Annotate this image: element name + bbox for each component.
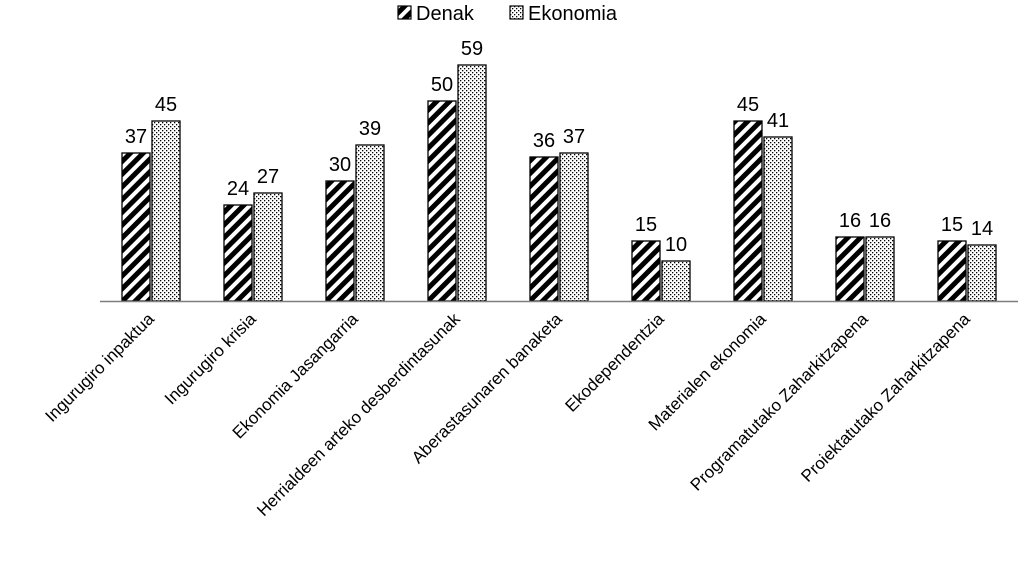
data-label-denak-herrialdeen-arteko-desberdintasunak: 50 [431,74,453,96]
bar-denak-ekonomia-jasangarria [325,180,355,302]
bar-denak-ekodependentzia [631,240,661,302]
data-label-ekonomia-aberastasunaren-banaketa: 37 [563,126,585,148]
data-label-denak-ekonomia-jasangarria: 30 [329,154,351,176]
bar-denak-proiektatutako-zaharkitzapena [937,240,967,302]
bar-ekonomia-ingurugiro-krisia [253,192,283,302]
data-label-denak-aberastasunaren-banaketa: 36 [533,130,555,152]
bar-ekonomia-ingurugiro-inpaktua [151,120,181,302]
bar-denak-herrialdeen-arteko-desberdintasunak [427,100,457,302]
bars-group [121,64,997,302]
legend-swatch-ekonomia [509,5,524,20]
data-label-ekonomia-ingurugiro-inpaktua: 45 [155,94,177,116]
category-label-ingurugiro-inpaktua: Ingurugiro inpaktua [41,309,158,426]
value-labels-group: 37 45 24 27 30 39 50 59 36 37 15 10 45 41 16 16 15 14 [125,38,993,256]
bar-denak-ingurugiro-krisia [223,204,253,302]
data-label-ekonomia-programatutako-zaharkitzapena: 16 [869,210,891,232]
legend: Denak Ekonomia [397,3,618,25]
data-label-ekonomia-proiektatutako-zaharkitzapena: 14 [971,218,993,240]
bar-ekonomia-herrialdeen-arteko-desberdintasunak [457,64,487,302]
legend-label-ekonomia: Ekonomia [528,3,618,25]
category-label-proiektatutako-zaharkitzapena: Proiektatutako Zaharkitzapena [797,309,974,486]
category-label-ekodependentzia: Ekodependentzia [561,309,668,416]
category-label-herrialdeen-arteko-desberdintasunak: Herrialdeen arteko desberdintasunak [253,309,464,520]
category-label-programatutako-zaharkitzapena: Programatutako Zaharkitzapena [687,309,873,495]
bar-ekonomia-ekodependentzia [661,260,691,302]
data-label-denak-materialen-ekonomia: 45 [737,94,759,116]
bar-ekonomia-aberastasunaren-banaketa [559,152,589,302]
bar-denak-ingurugiro-inpaktua [121,152,151,302]
data-label-denak-proiektatutako-zaharkitzapena: 15 [941,214,963,236]
bar-ekonomia-proiektatutako-zaharkitzapena [967,244,997,302]
data-label-ekonomia-herrialdeen-arteko-desberdintasunak: 59 [461,38,483,60]
bar-ekonomia-programatutako-zaharkitzapena [865,236,895,302]
bar-ekonomia-materialen-ekonomia [763,136,793,302]
data-label-ekonomia-ekonomia-jasangarria: 39 [359,118,381,140]
data-label-denak-ekodependentzia: 15 [635,214,657,236]
data-label-denak-ingurugiro-krisia: 24 [227,178,249,200]
data-label-ekonomia-ingurugiro-krisia: 27 [257,166,279,188]
category-labels-group: Ingurugiro inpaktua Ingurugiro krisiaEkon… [41,309,974,520]
data-label-ekonomia-ekodependentzia: 10 [665,234,687,256]
data-label-ekonomia-materialen-ekonomia: 41 [767,110,789,132]
bar-denak-aberastasunaren-banaketa [529,156,559,302]
category-label-ingurugiro-krisia: Ingurugiro krisia [161,309,260,408]
bar-denak-programatutako-zaharkitzapena [835,236,865,302]
data-label-denak-programatutako-zaharkitzapena: 16 [839,210,861,232]
legend-swatch-denak [397,5,412,20]
bar-ekonomia-ekonomia-jasangarria [355,144,385,302]
bar-denak-materialen-ekonomia [733,120,763,302]
legend-label-denak: Denak [416,3,475,25]
data-label-denak-ingurugiro-inpaktua: 37 [125,126,147,148]
